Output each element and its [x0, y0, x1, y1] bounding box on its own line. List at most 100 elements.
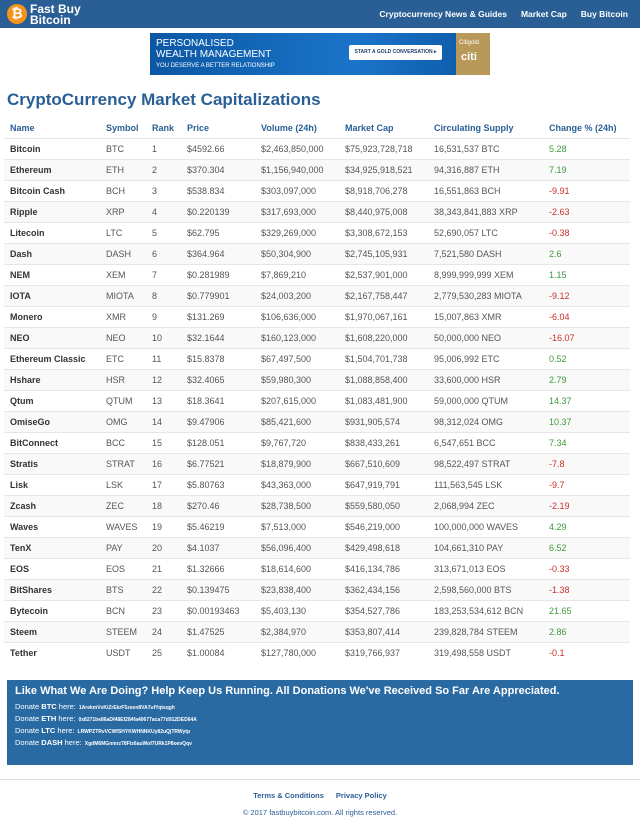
cell: $6.77521	[181, 453, 255, 475]
cell: Zcash	[4, 495, 100, 517]
cell: $416,134,786	[339, 558, 428, 580]
ad-text: YOU DESERVE A BETTER RELATIONSHIP	[156, 63, 275, 69]
cell: 313,671,013 EOS	[428, 558, 543, 580]
cell: Litecoin	[4, 222, 100, 244]
footer-link[interactable]: Privacy Policy	[335, 791, 387, 800]
cell: $62.795	[181, 222, 255, 244]
cell: ETC	[100, 348, 146, 370]
table-row: Steem STEEM 24 $1.47525 $2,384,970 $353,807,4…	[4, 621, 630, 643]
table-row: Bitcoin Cash BCH 3 $538.834 $303,097,000 $8,9…	[4, 180, 630, 202]
donate-prefix: Donate	[15, 714, 40, 723]
change-cell: 7.19	[543, 159, 630, 181]
ad-text: WEALTH MANAGEMENT	[156, 49, 272, 60]
column-header: Market Cap	[345, 122, 394, 133]
donate-line: Donate ETH here: 0x8271be86aDf48Ef284fa40…	[15, 713, 625, 725]
cell: $18.3641	[181, 390, 255, 412]
cell: EOS	[4, 558, 100, 580]
cell: $317,693,000	[255, 201, 339, 223]
cell: PAY	[100, 537, 146, 559]
change-cell: -2.19	[543, 495, 630, 517]
cell: $32.4065	[181, 369, 255, 391]
donate-coin: ETH	[41, 714, 57, 723]
cell: XEM	[100, 264, 146, 286]
donate-prefix: Donate	[15, 726, 40, 735]
nav-link[interactable]: Market Cap	[520, 9, 567, 19]
footer-link[interactable]: Terms & Conditions	[253, 791, 324, 800]
cell: $34,925,918,521	[339, 159, 428, 181]
table-row: Ripple XRP 4 $0.220139 $317,693,000 $8,440,97…	[4, 201, 630, 223]
cell: $56,096,400	[255, 537, 339, 559]
change-cell: 7.34	[543, 432, 630, 454]
cell: $2,537,901,000	[339, 264, 428, 286]
cell: 3	[146, 180, 181, 202]
cell: 319,498,558 USDT	[428, 642, 543, 663]
cell: $7,513,000	[255, 516, 339, 538]
cell: $838,433,261	[339, 432, 428, 454]
cell: 4	[146, 201, 181, 223]
cell: STEEM	[100, 621, 146, 643]
cell: Steem	[4, 621, 100, 643]
cell: BCN	[100, 600, 146, 622]
cell: BTC	[100, 138, 146, 160]
change-cell: -7.8	[543, 453, 630, 475]
cell: $2,463,850,000	[255, 138, 339, 160]
change-cell: -6.04	[543, 306, 630, 328]
nav-link[interactable]: Cryptocurrency News & Guides	[379, 9, 507, 19]
cell: $207,615,000	[255, 390, 339, 412]
cell: 10	[146, 327, 181, 349]
cell: $8,918,706,278	[339, 180, 428, 202]
donate-line: Donate DASH here: XgdM6MGnmrz78Ftz6auWof7…	[15, 737, 625, 749]
cell: 104,661,310 PAY	[428, 537, 543, 559]
ad-banner[interactable]: PERSONALISED WEALTH MANAGEMENT YOU DESER…	[150, 33, 490, 75]
cell: USDT	[100, 642, 146, 663]
ad-brand: Citigold	[459, 40, 480, 46]
change-cell: -0.1	[543, 642, 630, 663]
change-cell: 2.6	[543, 243, 630, 265]
cell: Waves	[4, 516, 100, 538]
cell: $9.47906	[181, 411, 255, 433]
logo-line[interactable]: Bitcoin	[30, 13, 71, 27]
cell: $85,421,600	[255, 411, 339, 433]
cell: LSK	[100, 474, 146, 496]
cell: ETH	[100, 159, 146, 181]
table-row: Bitcoin BTC 1 $4592.66 $2,463,850,000 $75,923…	[4, 138, 630, 160]
cell: $1,156,940,000	[255, 159, 339, 181]
logo-line[interactable]: Fast Buy	[30, 2, 81, 16]
change-cell: -0.33	[543, 558, 630, 580]
nav-link[interactable]: Buy Bitcoin	[580, 9, 628, 19]
cell: BCH	[100, 180, 146, 202]
cell: STRAT	[100, 453, 146, 475]
table-row: EOS EOS 21 $1.32666 $18,614,600 $416,134,786 3…	[4, 558, 630, 580]
cell: 183,253,534,612 BCN	[428, 600, 543, 622]
cell: $8,440,975,008	[339, 201, 428, 223]
cell: NEM	[4, 264, 100, 286]
table-row: BitShares BTS 22 $0.139475 $23,838,400 $362,4…	[4, 579, 630, 601]
table-row: Bytecoin BCN 23 $0.00193463 $5,403,130 $354,5…	[4, 600, 630, 622]
ad-button[interactable]: START A GOLD CONVERSATION ▸	[349, 45, 442, 60]
cell: $3,308,672,153	[339, 222, 428, 244]
donate-address: 1ArekmVvKiZrEkrF5zeen8VA7ufYqtsqgh	[78, 705, 175, 711]
footer: Terms & Conditions Privacy Policy © 2017 …	[0, 779, 640, 840]
cell: 7,521,580 DASH	[428, 243, 543, 265]
change-cell: -2.63	[543, 201, 630, 223]
cell: Monero	[4, 306, 100, 328]
cell: 98,312,024 OMG	[428, 411, 543, 433]
cell: 2,598,560,000 BTS	[428, 579, 543, 601]
cell: $128.051	[181, 432, 255, 454]
column-header: Volume (24h)	[261, 122, 317, 133]
cell: 9	[146, 306, 181, 328]
cell: 7	[146, 264, 181, 286]
cell: $4592.66	[181, 138, 255, 160]
table-row: Zcash ZEC 18 $270.46 $28,738,500 $559,580,050…	[4, 495, 630, 517]
cell: $538.834	[181, 180, 255, 202]
cell: 2,068,994 ZEC	[428, 495, 543, 517]
cell: 95,006,992 ETC	[428, 348, 543, 370]
cell: 16,551,863 BCH	[428, 180, 543, 202]
cell: LTC	[100, 222, 146, 244]
donate-coin: DASH	[41, 738, 63, 747]
donate-coin: LTC	[41, 726, 56, 735]
cell: BTS	[100, 579, 146, 601]
cell: 8	[146, 285, 181, 307]
cell: $2,384,970	[255, 621, 339, 643]
